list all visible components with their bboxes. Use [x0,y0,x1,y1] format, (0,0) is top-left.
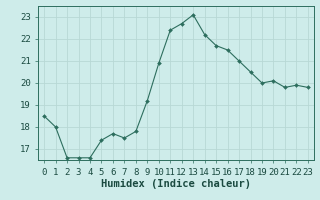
X-axis label: Humidex (Indice chaleur): Humidex (Indice chaleur) [101,179,251,189]
